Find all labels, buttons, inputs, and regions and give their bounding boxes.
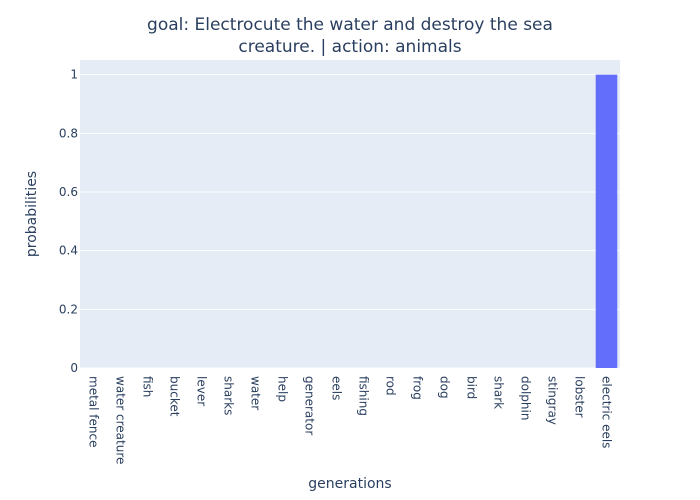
- x-tick-label: fishing: [357, 376, 371, 416]
- x-tick-label: help: [276, 376, 290, 402]
- y-tick-label: 0.6: [59, 185, 78, 199]
- plot-area: [80, 60, 620, 368]
- y-axis-title: probabilities: [24, 171, 40, 257]
- x-tick-label: shark: [492, 376, 506, 409]
- y-tick-label: 0.8: [59, 126, 78, 140]
- x-axis-ticks: metal fence water creature fish bucket lever…: [87, 376, 614, 464]
- x-tick-label: dog: [438, 376, 452, 399]
- x-tick-label: water creature: [114, 376, 128, 464]
- x-tick-label: lobster: [573, 376, 587, 418]
- x-tick-label: stingray: [546, 376, 560, 425]
- x-tick-label: lever: [195, 376, 209, 406]
- x-tick-label: bucket: [168, 376, 182, 417]
- x-tick-label: eels: [330, 376, 344, 400]
- y-tick-label: 1: [70, 68, 78, 82]
- x-tick-label: bird: [465, 376, 479, 399]
- gridlines: [80, 74, 620, 369]
- x-tick-label: water: [249, 376, 263, 410]
- bar-electric-eels: [595, 74, 618, 369]
- x-axis-title: generations: [308, 476, 391, 492]
- x-tick-label: rod: [384, 376, 398, 396]
- x-tick-label: fish: [141, 376, 155, 397]
- x-tick-label: sharks: [222, 376, 236, 415]
- y-tick-label: 0: [70, 361, 78, 375]
- chart-title-line-2: creature. | action: animals: [238, 37, 461, 57]
- x-tick-label: metal fence: [87, 376, 101, 447]
- chart-title-line-1: goal: Electrocute the water and destroy …: [147, 15, 553, 35]
- y-tick-label: 0.4: [59, 244, 78, 258]
- bars: [595, 74, 618, 369]
- x-tick-label: electric eels: [600, 376, 614, 448]
- x-tick-label: dolphin: [519, 376, 533, 420]
- x-tick-label: frog: [411, 376, 425, 400]
- y-tick-label: 0.2: [59, 302, 78, 316]
- y-axis-ticks: 0 0.2 0.4 0.6 0.8 1: [59, 68, 78, 375]
- x-tick-label: generator: [303, 376, 317, 435]
